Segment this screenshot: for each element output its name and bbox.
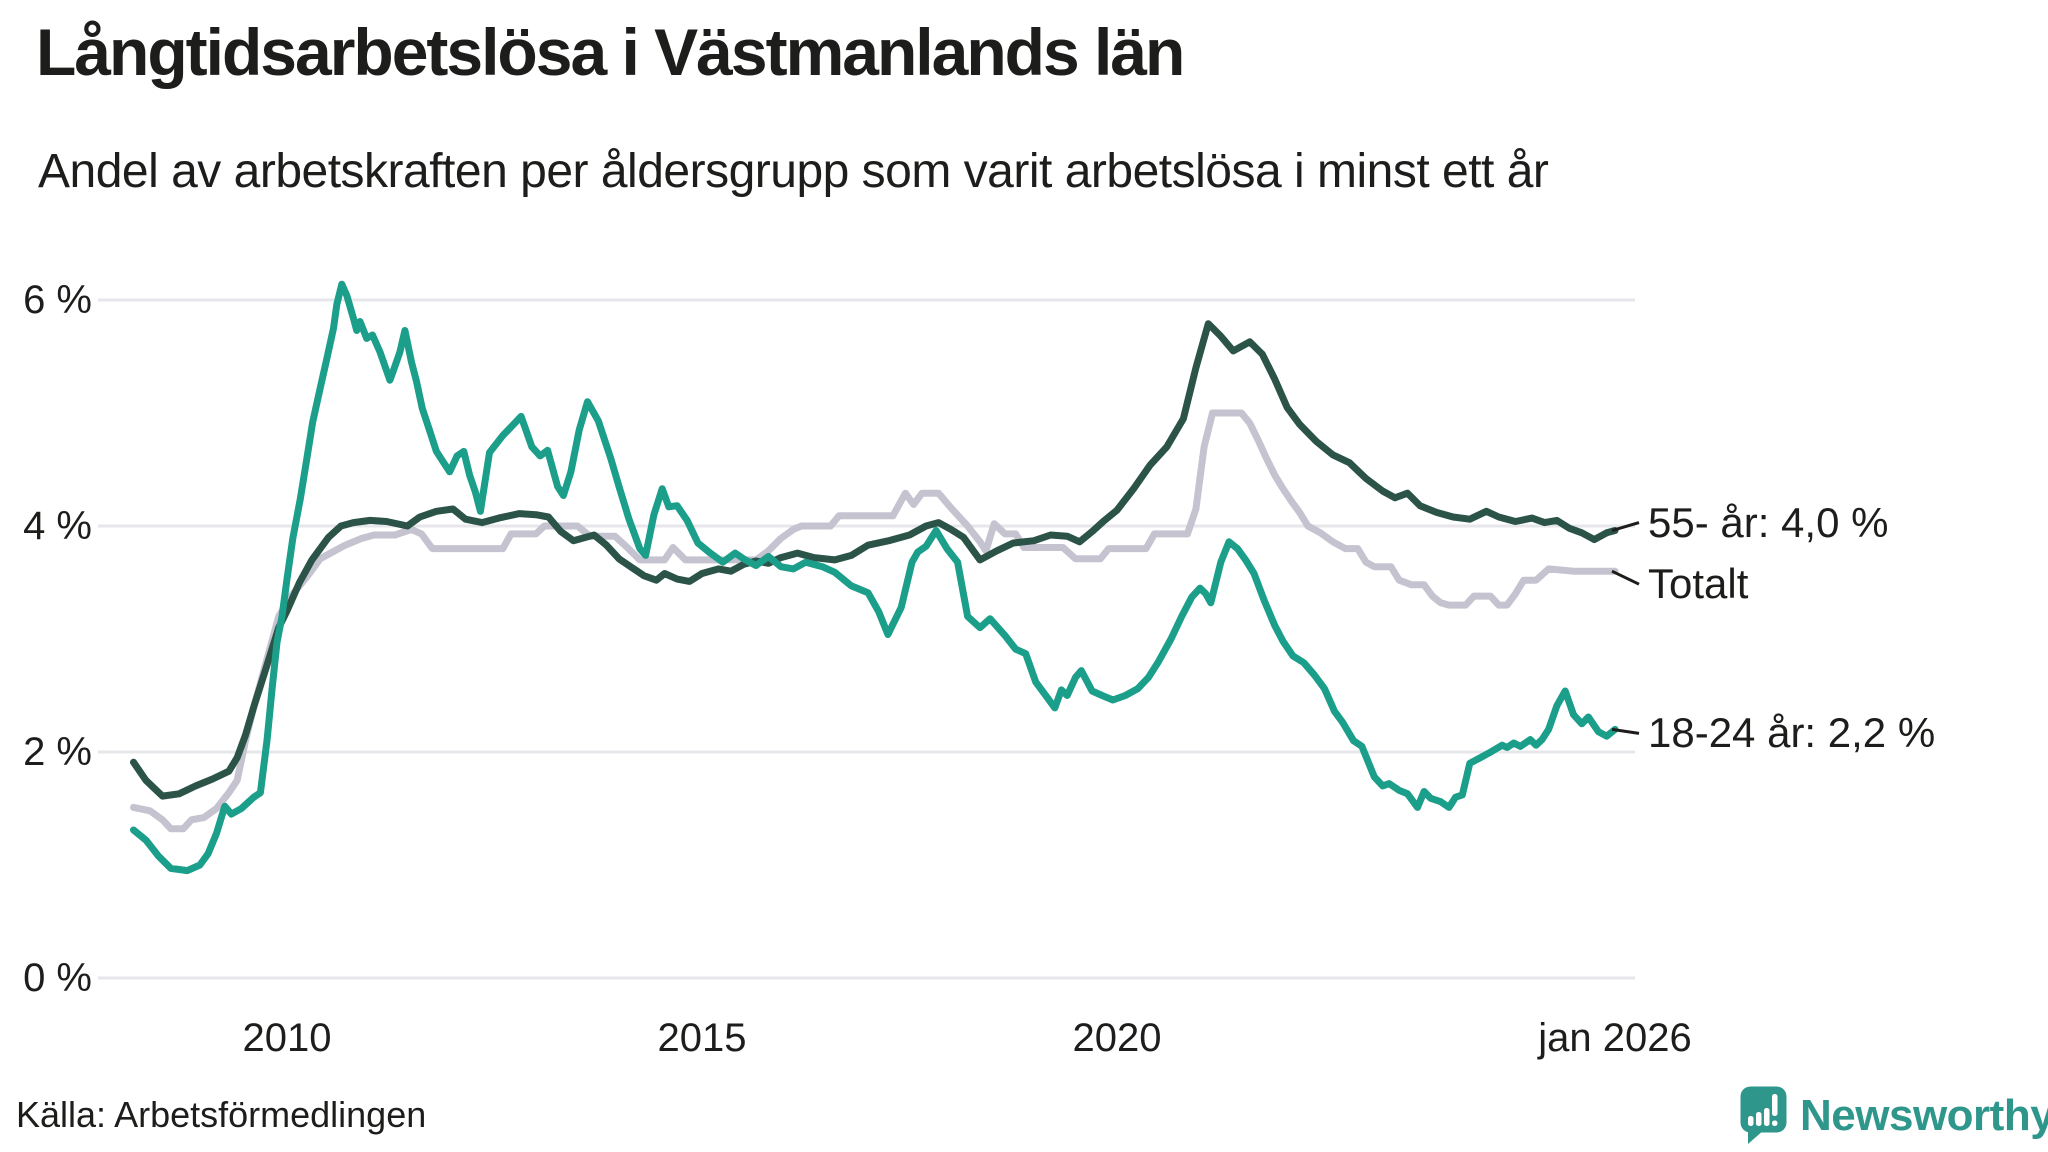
series-line-55- år [130, 320, 1619, 800]
x-axis-label-2015: 2015 [657, 1016, 747, 1060]
source-note: Källa: Arbetsförmedlingen [16, 1094, 427, 1135]
newsworthy-logo: Newsworthy [1740, 1086, 2048, 1146]
y-axis-label-0: 0 % [23, 956, 92, 1000]
x-axis-label-2020: 2020 [1072, 1016, 1162, 1060]
x-axis-label-2026: jan 2026 [1538, 1016, 1692, 1060]
y-axis-label-2: 2 % [23, 730, 92, 774]
leader-line-18-24 år [1611, 727, 1640, 735]
newsworthy-logo-icon [1740, 1086, 1787, 1144]
series-line-Totalt [130, 409, 1619, 833]
chart-title: Långtidsarbetslösa i Västmanlands län [36, 15, 1185, 89]
series-line-18-24 år [130, 280, 1619, 875]
leader-line-Totalt [1611, 569, 1640, 586]
y-axis-label-6: 6 % [23, 278, 92, 322]
series-end-label-55- år: 55- år: 4,0 % [1648, 498, 1889, 546]
series-end-label-18-24 år: 18-24 år: 2,2 % [1648, 709, 1936, 757]
y-axis-label-4: 4 % [23, 504, 92, 548]
newsworthy-logo-text: Newsworthy [1800, 1091, 2048, 1140]
x-axis-label-2010: 2010 [242, 1016, 332, 1060]
series-end-label-Totalt: Totalt [1648, 560, 1749, 608]
chart-subtitle: Andel av arbetskraften per åldersgrupp s… [38, 145, 1549, 198]
leader-line-55- år [1611, 521, 1640, 532]
